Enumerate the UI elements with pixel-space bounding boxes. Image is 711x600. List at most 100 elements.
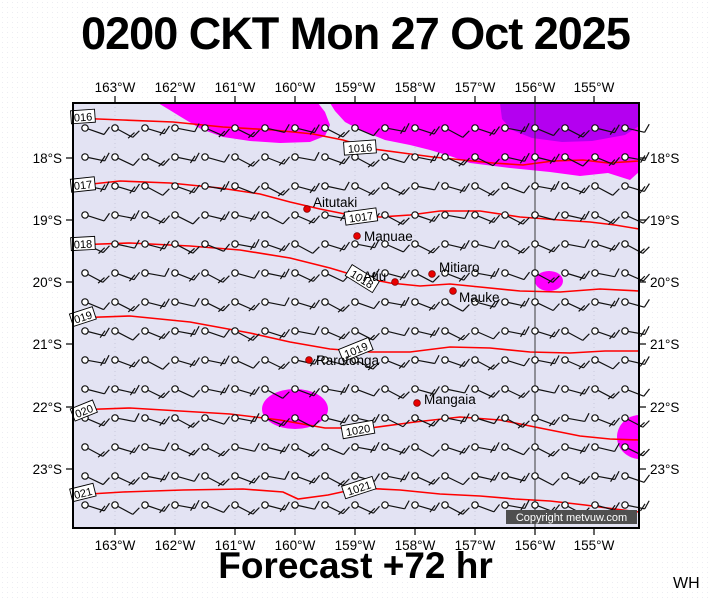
- wind-barb: [81, 385, 110, 395]
- wind-barb: [171, 356, 200, 368]
- wind-barb: [561, 269, 590, 281]
- wind-barb: [621, 385, 650, 397]
- wind-barb: [501, 326, 530, 338]
- wind-barb: [171, 472, 200, 482]
- wind-barb: [501, 385, 530, 399]
- wind-barb: [441, 327, 470, 342]
- wind-barb: [261, 443, 290, 454]
- wind-barb: [501, 182, 530, 194]
- wind-barb: [141, 501, 170, 514]
- isobar-1019: [72, 315, 639, 354]
- place-dot-mauke: [449, 287, 457, 295]
- wind-barb: [291, 269, 320, 283]
- lon-label-bottom: 162°W: [155, 538, 196, 553]
- svg-text:016: 016: [73, 111, 92, 124]
- place-dot-rarotonga: [305, 356, 313, 364]
- wind-barb: [411, 181, 440, 191]
- wind-barb: [471, 356, 500, 371]
- isobar-label: 021: [69, 482, 97, 503]
- wind-barb: [441, 153, 470, 167]
- wind-barb: [291, 443, 320, 458]
- wind-barb: [111, 384, 140, 396]
- wind-barb-field: [81, 123, 650, 516]
- wind-barb: [561, 239, 590, 249]
- lat-label-left: 23°S: [33, 462, 62, 477]
- wind-barb: [381, 356, 410, 370]
- wind-barb: [351, 124, 380, 137]
- wind-barb: [471, 124, 500, 137]
- wind-barb: [621, 151, 650, 164]
- wind-barb: [321, 383, 350, 395]
- wind-barb: [111, 153, 140, 166]
- lon-label-bottom: 160°W: [275, 538, 316, 553]
- wind-barb: [141, 471, 170, 483]
- wind-barb: [471, 240, 500, 250]
- forecast-hour-label: Forecast +72 hr: [218, 545, 493, 586]
- wind-barb: [501, 269, 530, 281]
- wind-barb: [531, 124, 560, 137]
- wind-barb: [141, 267, 170, 278]
- wind-barb: [381, 153, 410, 164]
- wind-barb: [141, 240, 170, 252]
- wind-barb: [201, 269, 230, 284]
- wind-barb: [411, 414, 440, 428]
- lat-label-right: 21°S: [650, 337, 679, 352]
- wind-barb: [531, 327, 560, 339]
- wind-barb: [261, 297, 290, 307]
- place-dot-mangaia: [413, 399, 421, 407]
- lat-label-right: 23°S: [650, 462, 679, 477]
- wind-barb: [261, 501, 290, 513]
- wind-barb: [591, 443, 620, 452]
- lon-label-top: 158°W: [395, 80, 436, 95]
- wind-barb: [501, 443, 530, 456]
- wind-barb: [591, 182, 620, 196]
- wind-barb: [411, 327, 440, 338]
- lon-label-top: 155°W: [574, 80, 615, 95]
- wind-barb: [471, 385, 500, 399]
- rain-area-moderate: [158, 103, 330, 143]
- svg-text:Copyright metvuw.com: Copyright metvuw.com: [516, 512, 627, 524]
- wind-barb: [591, 124, 620, 135]
- wind-barb: [621, 443, 650, 458]
- wind-barb: [621, 240, 650, 255]
- wind-barb: [231, 124, 260, 139]
- wind-barb: [471, 267, 500, 279]
- lon-label-bottom: 163°W: [95, 538, 136, 553]
- wind-barb: [411, 269, 440, 283]
- wind-barb: [261, 356, 290, 371]
- wind-barb: [531, 240, 560, 254]
- wind-barb: [501, 297, 530, 309]
- wind-barb: [261, 182, 290, 197]
- wind-barb: [321, 501, 350, 516]
- wind-barb: [201, 211, 230, 222]
- wind-barb: [231, 238, 260, 250]
- isobar-label: 1017: [343, 207, 379, 226]
- wind-barb: [201, 414, 230, 425]
- place-label-mauke: Mauke: [459, 290, 500, 305]
- wind-barb: [291, 182, 320, 194]
- wind-barb: [111, 413, 140, 423]
- wind-barb: [381, 211, 410, 226]
- place-label-mangaia: Mangaia: [424, 392, 476, 407]
- lat-label-left: 20°S: [33, 275, 62, 290]
- wind-barb: [171, 123, 200, 133]
- svg-text:021: 021: [73, 486, 94, 502]
- rain-cell: [262, 389, 328, 429]
- map-border: [72, 102, 640, 529]
- wind-barb: [291, 500, 320, 510]
- wind-barb: [501, 152, 530, 164]
- wind-barb: [231, 153, 260, 168]
- wind-barb: [381, 385, 410, 400]
- wind-barb: [561, 385, 590, 397]
- wind-barb: [471, 442, 500, 454]
- wind-barb: [621, 472, 650, 483]
- wind-barb: [591, 297, 620, 309]
- wind-barb: [381, 240, 410, 253]
- wind-barb: [411, 385, 440, 397]
- wind-barb: [561, 298, 590, 312]
- wind-barb: [471, 501, 500, 513]
- wind-barb: [501, 499, 530, 511]
- wind-barb: [471, 182, 500, 197]
- copyright-watermark: Copyright metvuw.com: [506, 510, 637, 524]
- wind-barb: [591, 356, 620, 370]
